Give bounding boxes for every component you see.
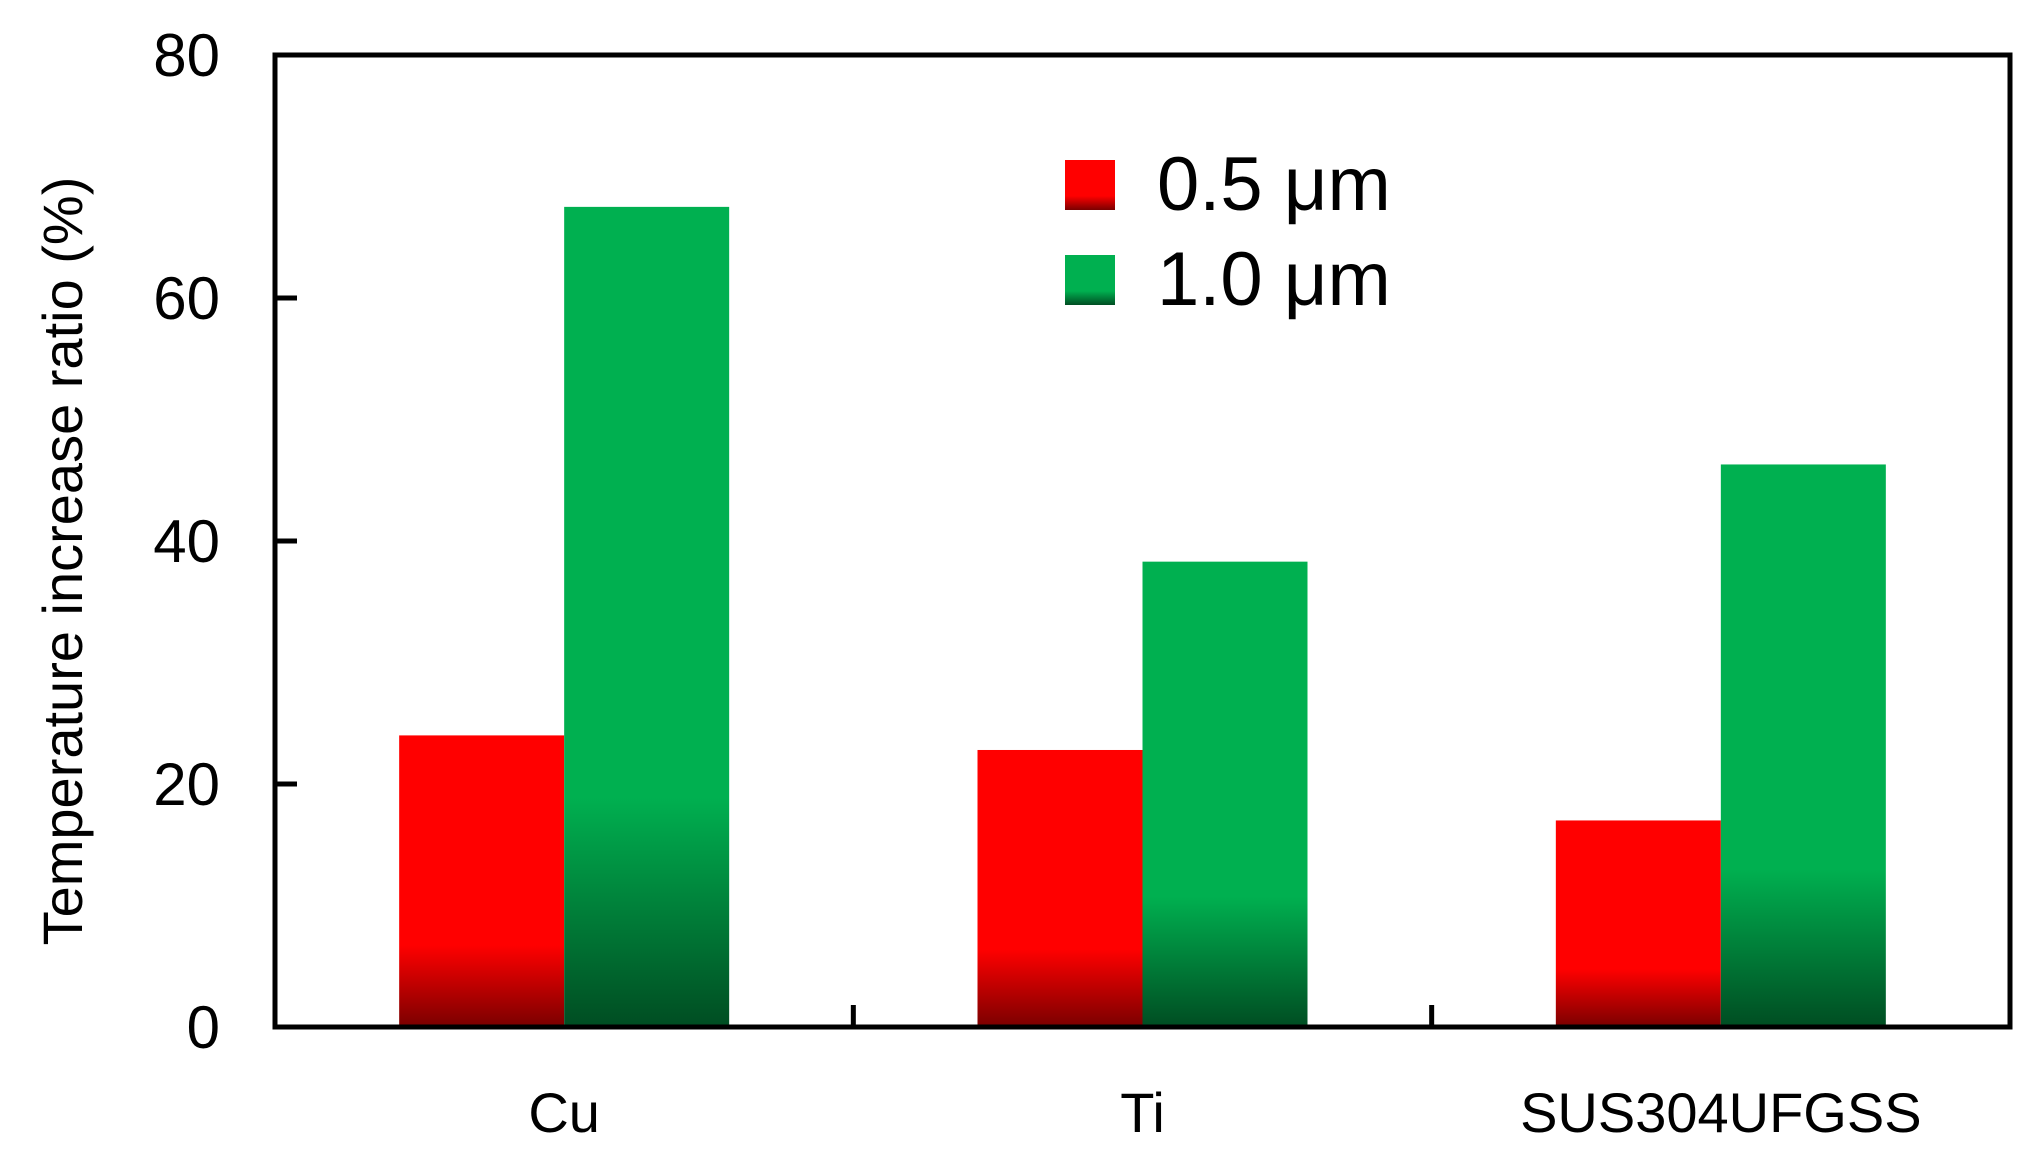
bar-cu-series-1 <box>399 735 565 1027</box>
y-tick-label: 0 <box>187 994 220 1061</box>
bars-layer <box>399 206 1886 1028</box>
y-tick-label: 80 <box>153 22 220 89</box>
bar-ti-series-2 <box>1142 561 1308 1027</box>
legend-swatch <box>1065 160 1115 210</box>
y-axis-title: Temperature increase ratio (%) <box>31 177 94 946</box>
legend-label: 1.0 μm <box>1157 237 1391 322</box>
x-category-label: Cu <box>528 1081 600 1144</box>
legend-label: 0.5 μm <box>1157 142 1391 227</box>
x-axis: Cu Ti SUS304UFGSS <box>528 1005 1922 1144</box>
bar-sus304ufgss-series-1 <box>1555 820 1721 1027</box>
x-category-label: Ti <box>1120 1081 1165 1144</box>
bar-cu-series-2 <box>564 206 730 1027</box>
y-tick-label: 40 <box>153 508 220 575</box>
bar-sus304ufgss-series-2 <box>1720 464 1886 1028</box>
y-tick-label: 60 <box>153 265 220 332</box>
x-category-label: SUS304UFGSS <box>1520 1081 1922 1144</box>
y-tick-label: 20 <box>153 751 220 818</box>
legend-swatch <box>1065 255 1115 305</box>
y-axis: 0 20 40 60 80 <box>153 22 297 1061</box>
legend: 0.5 μm 1.0 μm <box>1065 142 1391 322</box>
bar-ti-series-1 <box>977 749 1143 1027</box>
